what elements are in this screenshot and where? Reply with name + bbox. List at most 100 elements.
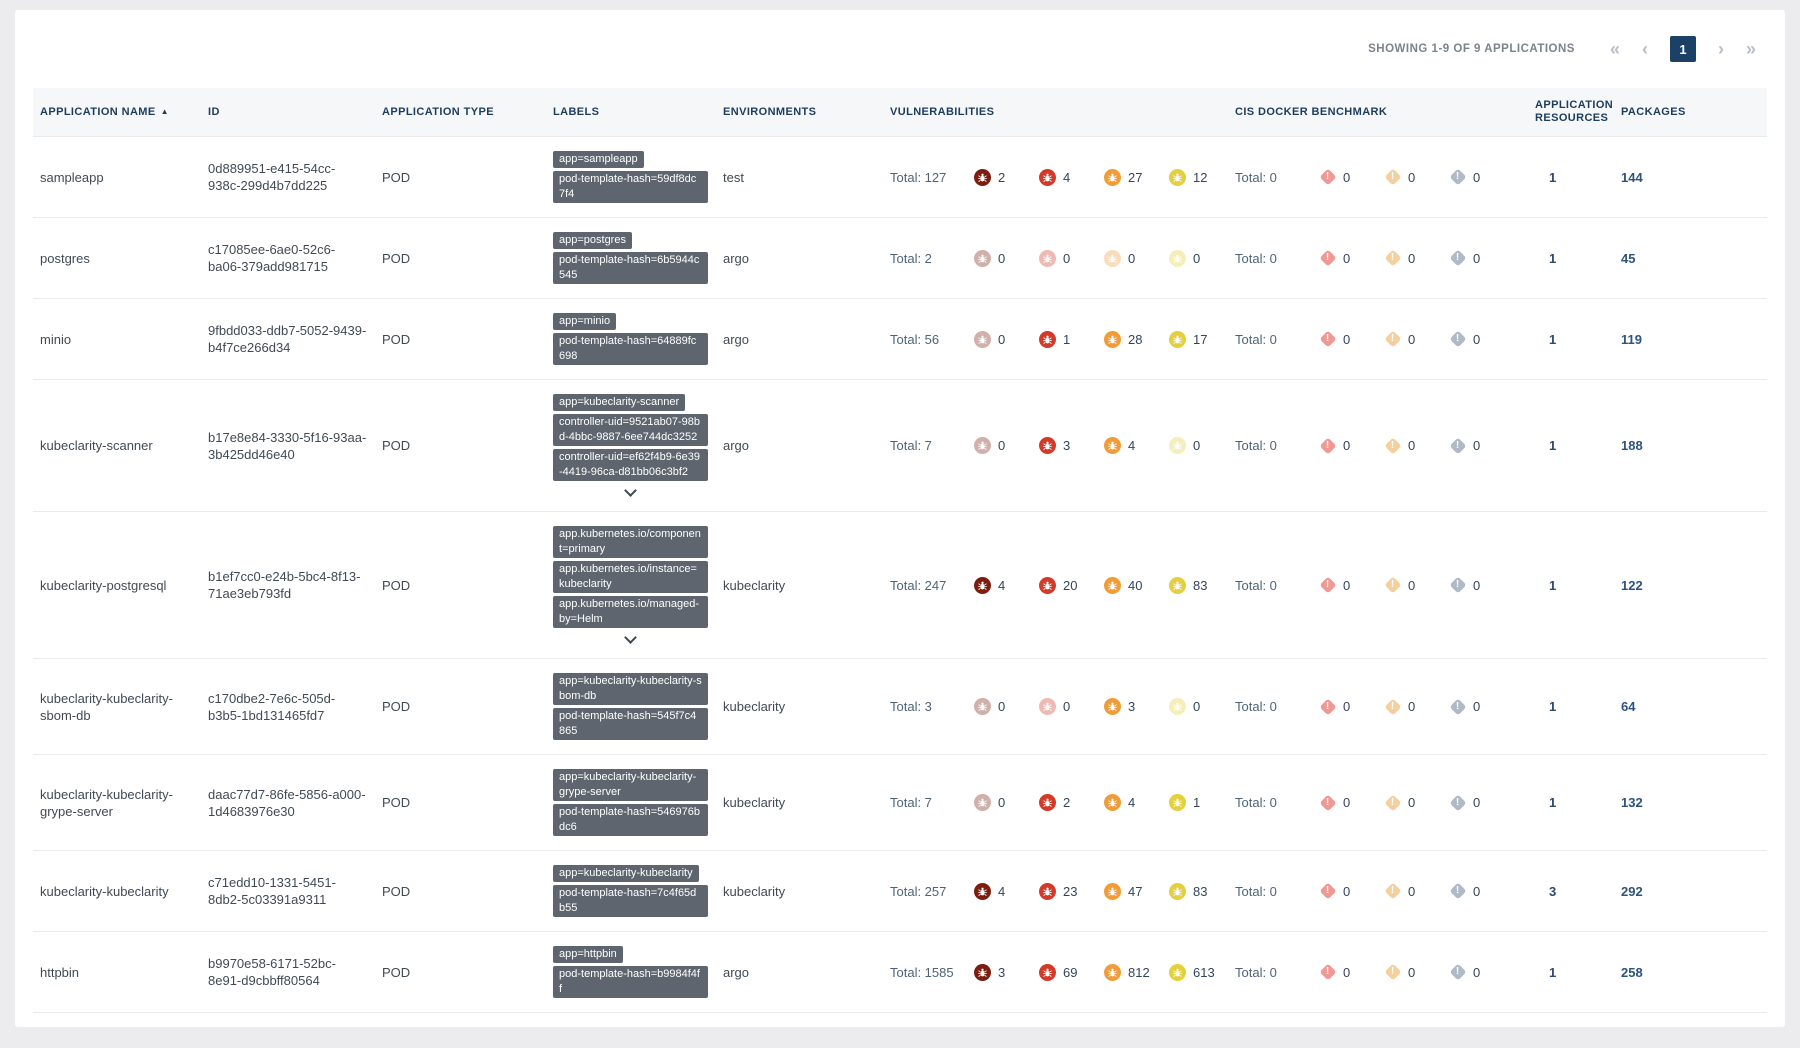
labels-cell: app=minio pod-template-hash=64889fc698 bbox=[546, 298, 716, 380]
application-name: kubeclarity-kubeclarity-grype-server bbox=[33, 754, 201, 851]
column-header-environments[interactable]: ENVIRONMENTS bbox=[716, 88, 883, 137]
vulnerabilities-total: Total: 3 bbox=[890, 699, 932, 714]
packages-cell: 292 bbox=[1614, 850, 1767, 932]
vulnerability-low-counter: 83 bbox=[1169, 576, 1234, 594]
application-resources-cell: 1 bbox=[1528, 136, 1614, 218]
exclamation-glyph: ! bbox=[1390, 700, 1395, 712]
alert-diamond-icon: ! bbox=[1384, 794, 1401, 811]
packages-link[interactable]: 122 bbox=[1621, 577, 1643, 593]
bug-icon bbox=[974, 882, 991, 900]
table-row[interactable]: kubeclarity-scanner b17e8e84-3330-5f16-93… bbox=[33, 379, 1767, 512]
cis-benchmark-summary: Total: 0! 0! 0! 0 bbox=[1235, 169, 1520, 186]
application-resources-link[interactable]: 1 bbox=[1549, 795, 1557, 810]
cis-total: Total: 0 bbox=[1235, 250, 1277, 266]
prev-page-icon[interactable]: ‹ bbox=[1641, 39, 1648, 59]
column-header-packages[interactable]: PACKAGES bbox=[1614, 88, 1767, 137]
vulnerabilities-cell: Total: 247 4 20 40 83 bbox=[883, 511, 1228, 659]
table-row[interactable]: kubeclarity-kubeclarity c71edd10-1331-545… bbox=[33, 850, 1767, 932]
counter-value: 4 bbox=[998, 883, 1006, 899]
table-row[interactable]: kubeclarity-kubeclarity-sbom-db c170dbe2-… bbox=[33, 658, 1767, 755]
column-header-application-name[interactable]: APPLICATION NAME ▲ bbox=[33, 88, 201, 137]
exclamation-glyph: ! bbox=[1455, 579, 1460, 590]
first-page-icon[interactable]: « bbox=[1609, 39, 1620, 59]
table-row[interactable]: sampleapp 0d889951-e415-54cc-938c-299d4b7… bbox=[33, 136, 1767, 218]
packages-link[interactable]: 45 bbox=[1621, 250, 1636, 266]
packages-link[interactable]: 188 bbox=[1621, 438, 1643, 453]
column-header-labels[interactable]: LABELS bbox=[546, 88, 716, 137]
vulnerability-low-counter: 0 bbox=[1169, 249, 1234, 267]
counter-value: 28 bbox=[1128, 331, 1143, 347]
application-resources-link[interactable]: 1 bbox=[1549, 438, 1557, 453]
cis-benchmark-summary: Total: 0! 0! 0! 0 bbox=[1235, 794, 1520, 811]
application-name: kubeclarity-kubeclarity bbox=[33, 850, 201, 932]
table-row[interactable]: kubeclarity-kubeclarity-grype-server daac… bbox=[33, 754, 1767, 851]
bug-icon bbox=[1039, 698, 1056, 715]
alert-diamond-icon: ! bbox=[1319, 883, 1336, 900]
table-row[interactable]: postgres c17085ee-6ae0-52c6-ba06-379add98… bbox=[33, 217, 1767, 299]
application-resources-cell: 1 bbox=[1528, 931, 1614, 1013]
packages-link[interactable]: 132 bbox=[1621, 795, 1643, 810]
column-header-cis-docker-benchmark[interactable]: CIS DOCKER BENCHMARK bbox=[1228, 88, 1528, 137]
expand-labels-icon[interactable] bbox=[620, 487, 641, 497]
vulnerabilities-cell: Total: 7 0 2 4 1 bbox=[883, 754, 1228, 851]
application-id: b17e8e84-3330-5f16-93aa-3b425dd46e40 bbox=[201, 379, 375, 512]
vulnerability-high-counter: 23 bbox=[1039, 882, 1104, 900]
packages-cell: 132 bbox=[1614, 754, 1767, 851]
table-row[interactable]: httpbin b9970e58-6171-52bc-8e91-d9cbbff80… bbox=[33, 931, 1767, 1013]
bug-icon bbox=[1039, 437, 1056, 454]
next-page-icon[interactable]: › bbox=[1717, 39, 1724, 59]
vulnerability-critical-counter: 4 bbox=[974, 576, 1039, 594]
application-resources-link[interactable]: 1 bbox=[1549, 331, 1557, 347]
vulnerability-high-counter: 20 bbox=[1039, 576, 1104, 594]
table-row[interactable]: minio 9fbdd033-ddb7-5052-9439-b4f7ce266d3… bbox=[33, 298, 1767, 380]
counter-value: 0 bbox=[1063, 250, 1071, 266]
application-resources-link[interactable]: 1 bbox=[1549, 699, 1557, 714]
counter-value: 0 bbox=[1408, 331, 1416, 347]
application-resources-link[interactable]: 3 bbox=[1549, 883, 1557, 899]
label-chip: app=sampleapp bbox=[553, 151, 644, 168]
exclamation-glyph: ! bbox=[1390, 885, 1395, 896]
cis-benchmark-cell: Total: 0! 0! 0! 0 bbox=[1228, 850, 1528, 932]
application-resources-link[interactable]: 1 bbox=[1549, 169, 1557, 185]
column-header-id[interactable]: ID bbox=[201, 88, 375, 137]
packages-link[interactable]: 258 bbox=[1621, 964, 1643, 980]
expand-labels-icon[interactable] bbox=[620, 634, 641, 644]
bug-icon bbox=[974, 963, 991, 981]
cis-benchmark-cell: Total: 0! 0! 0! 0 bbox=[1228, 136, 1528, 218]
vulnerability-low-counter: 17 bbox=[1169, 330, 1234, 348]
cis-benchmark-summary: Total: 0! 0! 0! 0 bbox=[1235, 698, 1520, 715]
packages-link[interactable]: 64 bbox=[1621, 699, 1636, 714]
column-header-vulnerabilities[interactable]: VULNERABILITIES bbox=[883, 88, 1228, 137]
alert-diamond-icon: ! bbox=[1319, 331, 1336, 348]
cis-fatal-counter: ! 0 bbox=[1319, 577, 1384, 594]
counter-value: 0 bbox=[1408, 964, 1416, 980]
pagination: « ‹ 1 › » bbox=[1599, 36, 1767, 62]
bug-icon bbox=[1039, 882, 1056, 900]
cis-fatal-counter: ! 0 bbox=[1319, 883, 1384, 900]
packages-link[interactable]: 144 bbox=[1621, 169, 1643, 185]
vulnerability-high-counter: 3 bbox=[1039, 437, 1104, 454]
application-resources-link[interactable]: 1 bbox=[1549, 964, 1557, 980]
cis-warn-counter: ! 0 bbox=[1384, 964, 1449, 981]
exclamation-glyph: ! bbox=[1390, 579, 1395, 590]
column-header-application-resources[interactable]: APPLICATION RESOURCES bbox=[1528, 88, 1614, 137]
packages-link[interactable]: 292 bbox=[1621, 883, 1643, 899]
current-page-button[interactable]: 1 bbox=[1669, 36, 1696, 62]
vulnerability-high-counter: 2 bbox=[1039, 794, 1104, 811]
counter-value: 0 bbox=[1343, 250, 1351, 266]
bug-icon bbox=[1169, 882, 1186, 900]
application-resources-link[interactable]: 1 bbox=[1549, 250, 1557, 266]
cis-total: Total: 0 bbox=[1235, 577, 1277, 593]
column-header-application-type[interactable]: APPLICATION TYPE bbox=[375, 88, 546, 137]
label-chip: app.kubernetes.io/component=primary bbox=[553, 526, 708, 558]
vulnerabilities-summary: Total: 7 0 2 4 1 bbox=[890, 794, 1220, 811]
packages-link[interactable]: 119 bbox=[1621, 331, 1642, 347]
bug-icon bbox=[1104, 249, 1121, 267]
bug-icon bbox=[1104, 437, 1121, 454]
last-page-icon[interactable]: » bbox=[1745, 39, 1756, 59]
table-row[interactable]: kubeclarity-postgresql b1ef7cc0-e24b-5bc4… bbox=[33, 511, 1767, 659]
labels-cell: app=sampleapp pod-template-hash=59df8dc7f… bbox=[546, 136, 716, 218]
application-name: minio bbox=[33, 298, 201, 380]
cis-benchmark-cell: Total: 0! 0! 0! 0 bbox=[1228, 217, 1528, 299]
application-resources-link[interactable]: 1 bbox=[1549, 577, 1557, 593]
